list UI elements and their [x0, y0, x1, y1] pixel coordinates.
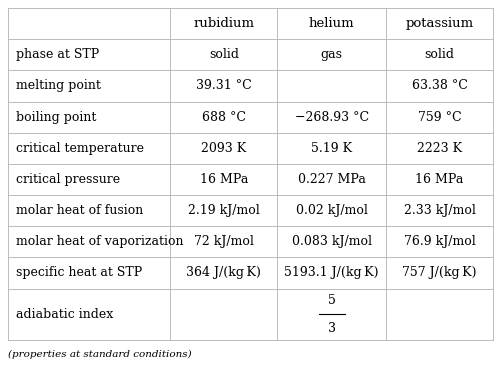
Text: 5193.1 J/(kg K): 5193.1 J/(kg K) — [285, 267, 379, 279]
Text: 759 °C: 759 °C — [418, 111, 461, 124]
Text: specific heat at STP: specific heat at STP — [16, 267, 142, 279]
Text: 3: 3 — [328, 322, 336, 335]
Text: 688 °C: 688 °C — [202, 111, 246, 124]
Text: 5.19 K: 5.19 K — [311, 142, 352, 155]
Text: melting point: melting point — [16, 80, 101, 92]
Text: 0.227 MPa: 0.227 MPa — [298, 173, 366, 186]
Text: 364 J/(kg K): 364 J/(kg K) — [186, 267, 261, 279]
Text: 2093 K: 2093 K — [201, 142, 246, 155]
Text: gas: gas — [321, 48, 343, 61]
Text: 0.02 kJ/mol: 0.02 kJ/mol — [296, 204, 368, 217]
Text: molar heat of fusion: molar heat of fusion — [16, 204, 143, 217]
Text: 0.083 kJ/mol: 0.083 kJ/mol — [292, 235, 372, 248]
Text: critical pressure: critical pressure — [16, 173, 120, 186]
Text: 757 J/(kg K): 757 J/(kg K) — [402, 267, 477, 279]
Text: 72 kJ/mol: 72 kJ/mol — [194, 235, 254, 248]
Text: phase at STP: phase at STP — [16, 48, 99, 61]
Text: molar heat of vaporization: molar heat of vaporization — [16, 235, 183, 248]
Text: (properties at standard conditions): (properties at standard conditions) — [8, 350, 191, 359]
Text: 5: 5 — [328, 294, 336, 307]
Text: 16 MPa: 16 MPa — [415, 173, 464, 186]
Text: critical temperature: critical temperature — [16, 142, 144, 155]
Text: potassium: potassium — [406, 17, 474, 30]
Text: adiabatic index: adiabatic index — [16, 308, 113, 321]
Text: solid: solid — [425, 48, 454, 61]
Text: 16 MPa: 16 MPa — [199, 173, 248, 186]
Text: 39.31 °C: 39.31 °C — [196, 80, 252, 92]
Text: boiling point: boiling point — [16, 111, 96, 124]
Text: 76.9 kJ/mol: 76.9 kJ/mol — [404, 235, 475, 248]
Text: 2223 K: 2223 K — [417, 142, 462, 155]
Text: helium: helium — [309, 17, 355, 30]
Text: 63.38 °C: 63.38 °C — [412, 80, 467, 92]
Text: −268.93 °C: −268.93 °C — [295, 111, 369, 124]
Text: 2.19 kJ/mol: 2.19 kJ/mol — [188, 204, 260, 217]
Text: rubidium: rubidium — [193, 17, 255, 30]
Text: 2.33 kJ/mol: 2.33 kJ/mol — [404, 204, 475, 217]
Text: solid: solid — [209, 48, 239, 61]
